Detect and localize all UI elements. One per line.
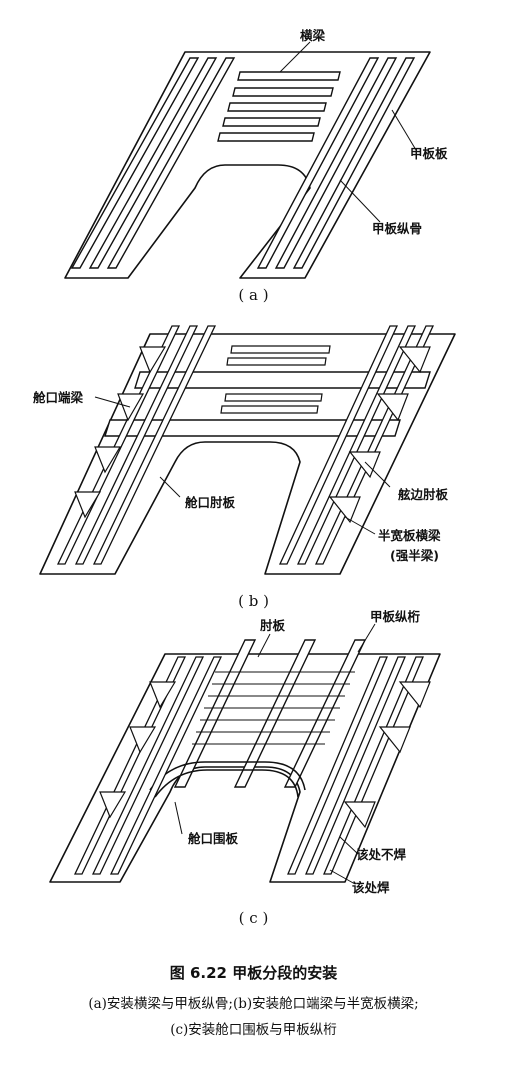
label-hatch-end-beam: 舱口端梁 [33,390,84,405]
deck-plate-outline [64,51,431,279]
label-hatch-coaming: 舱口围板 [188,831,239,846]
label-no-weld: 该处不焊 [356,847,407,862]
label-half-beam: 半宽板横梁 [378,528,441,543]
label-side-bracket: 舷边肘板 [398,487,449,502]
hatch-end-beams [104,371,431,437]
brackets-c [99,681,431,829]
label-deck-longitudinal: 甲板纵骨 [372,221,423,236]
left-longitudinals [70,57,236,269]
inner-beams-b [220,345,331,414]
transverse-beams [217,71,341,142]
right-longitudinals [256,57,416,269]
label-deck-plate: 甲板板 [410,146,448,161]
right-longitudinals-c [287,656,424,875]
deck-plate-outline-c [49,653,441,883]
sub-label-b: ( b ) [238,592,269,610]
panel-a: 横梁 甲板板 甲板纵骨 ( a ) [0,0,507,310]
inner-grid-c [192,671,355,745]
label-hatch-bracket: 舱口肘板 [185,495,236,510]
deck-plate-outline-b [39,333,456,575]
sub-label-c: ( c ) [238,909,269,927]
panel-b-drawing [39,325,456,575]
label-bracket: 肘板 [260,618,286,633]
panel-a-drawing [64,41,431,279]
caption-line-1: (a)安装横梁与甲板纵骨;(b)安装舱口端梁与半宽板横梁; [88,996,419,1012]
left-longitudinals-c [73,656,223,875]
panel-c-drawing [49,623,441,885]
panel-c: 肘板 甲板纵桁 舱口围板 该处不焊 该处焊 ( c ) [0,609,507,942]
panel-b: 舱口端梁 舱口肘板 舷边肘板 半宽板横梁 (强半梁) ( b ) [0,312,507,612]
label-beam: 横梁 [300,28,326,43]
label-deck-girder: 甲板纵桁 [370,609,421,624]
caption-line-2: (c)安装舱口围板与甲板纵桁 [170,1022,337,1038]
sub-label-a: ( a ) [238,286,269,304]
left-brackets-b [74,346,167,519]
deck-girders [173,639,367,788]
caption-title: 图 6.22 甲板分段的安装 [169,964,338,982]
label-strong-half-beam: (强半梁) [390,548,439,563]
right-brackets-b [328,346,431,524]
label-weld: 该处焊 [352,880,390,895]
